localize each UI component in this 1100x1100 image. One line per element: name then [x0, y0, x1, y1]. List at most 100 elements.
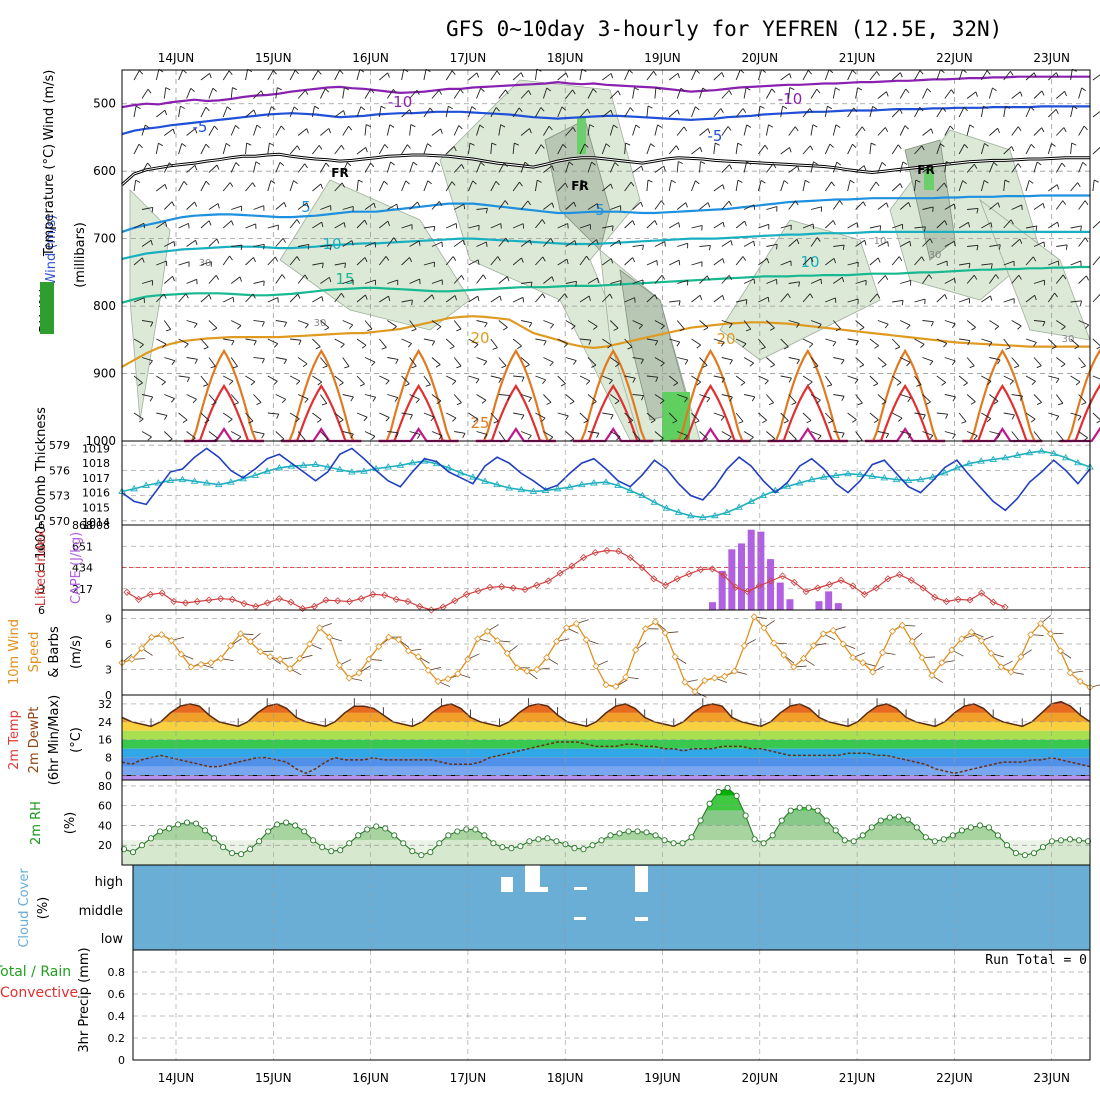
- wind-barb: [156, 183, 166, 192]
- wind-barb: [183, 181, 188, 186]
- wind-barb: [1035, 225, 1038, 231]
- wind-barb: [587, 357, 597, 366]
- rh2m-marker: [220, 844, 227, 851]
- wind-barb: [922, 165, 932, 173]
- wind-barb: [983, 179, 989, 184]
- wind-barb: [788, 87, 791, 99]
- wind-barb: [565, 415, 569, 421]
- wind-barb: [877, 275, 886, 284]
- wind-barb: [289, 256, 298, 266]
- wind-barb: [679, 328, 685, 332]
- li-marker: [275, 595, 283, 603]
- wind-barb: [1080, 365, 1086, 369]
- wind-barb: [320, 431, 329, 440]
- wind-barb: [764, 144, 769, 150]
- wind-barb: [810, 88, 818, 99]
- wind-barb: [696, 381, 701, 386]
- wind-barb: [158, 142, 163, 147]
- wind-barb: [615, 363, 620, 368]
- wind-barb: [1031, 380, 1036, 386]
- thickness-marker: [856, 470, 864, 478]
- thickness-marker: [832, 471, 840, 478]
- wind-barb: [458, 125, 463, 130]
- wind-barb: [267, 297, 279, 303]
- wind-barb: [632, 320, 643, 326]
- wind-barb: [632, 279, 644, 284]
- wind-barb: [613, 327, 619, 331]
- temp-tick: 24: [98, 716, 112, 729]
- wind-barb: [565, 72, 569, 78]
- wind-barb: [872, 105, 878, 110]
- wind-barb: [356, 375, 365, 385]
- run-total: Run Total = 0: [985, 953, 1087, 968]
- wind-barb: [409, 320, 417, 330]
- wind-barb: [312, 70, 319, 81]
- wind-barb: [635, 124, 641, 129]
- wind-barb: [900, 280, 911, 284]
- li-marker: [954, 595, 962, 603]
- wind-barb: [225, 143, 231, 147]
- wind-barb: [280, 125, 285, 130]
- wind-barb: [149, 360, 153, 365]
- wind-barb: [944, 277, 955, 284]
- wind-barb: [780, 338, 789, 348]
- wind-barb: [230, 431, 242, 438]
- wind-barb: [646, 412, 656, 421]
- rh2m-marker: [229, 850, 236, 857]
- wind-barb: [861, 126, 866, 132]
- wind-barb: [678, 260, 681, 266]
- wind-barb: [186, 377, 190, 383]
- wind-barb: [1048, 375, 1060, 380]
- wind-barb: [351, 240, 354, 246]
- wind-barb: [994, 325, 1000, 330]
- wind-barb: [306, 202, 309, 208]
- wind-barb: [216, 238, 220, 244]
- wind-barb: [766, 163, 774, 173]
- wind-barb: [560, 383, 566, 387]
- wind-barb: [751, 396, 756, 402]
- wind-barb: [480, 162, 485, 166]
- wind-barb: [661, 200, 665, 205]
- wind-barb: [944, 431, 956, 435]
- wind-barb: [891, 144, 899, 155]
- pressure-tick: 700: [93, 232, 116, 246]
- wind-barb: [543, 125, 550, 136]
- rh2m-marker: [661, 837, 668, 844]
- thickness-marker: [1074, 458, 1082, 466]
- wind-barb: [431, 320, 442, 328]
- thickness-marker: [154, 479, 163, 486]
- wind-barb: [1009, 380, 1014, 385]
- wind-barb: [562, 144, 567, 149]
- wind-barb: [881, 364, 887, 368]
- wind-barb: [914, 338, 925, 345]
- wind-barb: [788, 377, 792, 383]
- thickness-marker: [735, 503, 743, 510]
- wind-barb: [209, 73, 212, 79]
- wind-barb: [409, 257, 413, 263]
- contour-label: -5: [193, 118, 208, 136]
- wind-barb: [195, 240, 198, 246]
- wind-barb: [969, 124, 975, 128]
- wind-barb: [655, 377, 659, 382]
- day-label-top: 22JUN: [936, 51, 973, 65]
- wind-barb: [729, 164, 733, 170]
- wind-barb: [610, 394, 620, 402]
- wind10-marker: [928, 671, 936, 680]
- wind-barb: [409, 161, 414, 173]
- wind-barb: [833, 394, 845, 397]
- wind-barb: [543, 431, 554, 438]
- wind-barb: [824, 69, 830, 81]
- wind-barb: [825, 338, 837, 343]
- wind-barb: [498, 89, 506, 99]
- wind-barb: [281, 274, 286, 279]
- wind-barb: [274, 256, 279, 262]
- wind-barb: [1036, 365, 1042, 369]
- wind-barb: [824, 375, 833, 386]
- wind-barb: [914, 226, 926, 229]
- cape-bar: [718, 570, 726, 610]
- rh2m-marker: [850, 838, 857, 845]
- wind-barb: [1041, 127, 1045, 133]
- wind10-marker: [474, 635, 482, 643]
- wind-barb: [275, 202, 285, 210]
- slp-tick: 1016: [82, 487, 110, 500]
